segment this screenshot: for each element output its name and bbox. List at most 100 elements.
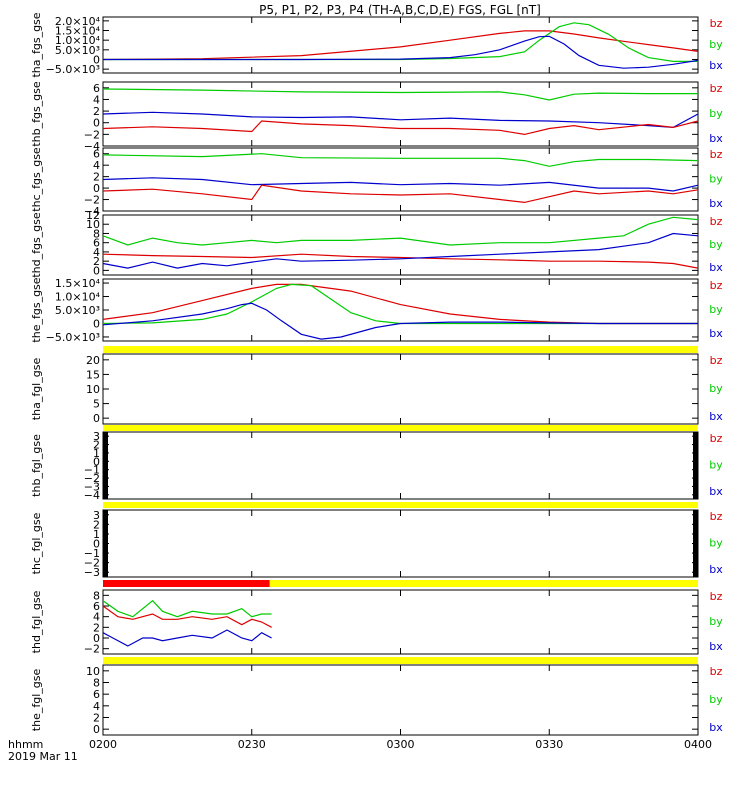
y-axis-label: thd_fgs_gse: [30, 212, 43, 278]
y-tick-label: 0: [93, 723, 100, 736]
y-tick-label: −2: [84, 128, 100, 141]
y-tick-label: 4: [93, 159, 100, 172]
legend-bz: bz: [710, 432, 723, 445]
y-axis-label: tha_fgl_gse: [30, 358, 43, 421]
x-tick-label: 0300: [387, 738, 415, 751]
y-tick-label: 5.0×10³: [55, 44, 100, 57]
status-bar-ok: [103, 425, 698, 431]
y-axis-label: the_fgl_gse: [30, 669, 43, 732]
legend-by: by: [709, 107, 723, 120]
legend-bz: bz: [710, 590, 723, 603]
legend-bz: bz: [710, 215, 723, 228]
y-tick-label: 0: [93, 538, 100, 551]
status-bar-bad: [103, 580, 270, 587]
series-bz-line: [102, 184, 699, 204]
legend-bx: bx: [709, 563, 723, 576]
series-by-line: [103, 22, 698, 63]
series-bz-line: [102, 283, 698, 325]
legend-bz: bz: [710, 17, 723, 30]
series-by-line: [102, 153, 699, 167]
x-tick-label: 0200: [89, 738, 117, 751]
status-bar-ok: [103, 502, 698, 508]
y-tick-label: 2: [93, 105, 100, 118]
panel-frame: [102, 664, 699, 736]
y-tick-label: −5.0×10³: [46, 331, 100, 344]
legend-by: by: [709, 537, 723, 550]
legend-bx: bx: [709, 197, 723, 210]
y-axis-label: thd_fgl_gse: [30, 590, 43, 653]
y-axis-label: tha_fgs_gse: [30, 12, 43, 77]
y-axis-label: thb_fgl_gse: [30, 434, 43, 497]
y-tick-label: 12: [86, 209, 100, 222]
y-tick-label: 1: [93, 447, 100, 460]
y-tick-label: 2: [93, 712, 100, 725]
panel-frame: [102, 214, 699, 276]
legend-bx: bx: [709, 410, 723, 423]
series-bz-line: [102, 120, 699, 136]
series-bx-line: [102, 177, 699, 192]
y-tick-label: 0: [93, 264, 100, 277]
y-tick-label: 0: [93, 412, 100, 425]
series-bx-line: [102, 302, 698, 340]
legend-bx: bx: [709, 59, 723, 72]
y-tick-label: 8: [93, 227, 100, 240]
status-bar-ok: [103, 580, 698, 587]
legend-by: by: [709, 459, 723, 472]
y-axis-label: the_fgs_gse: [30, 277, 43, 342]
y-axis-label: thc_fgs_gse: [30, 147, 43, 212]
panel-frame: [102, 16, 699, 74]
data-fill-mark: [103, 510, 108, 577]
y-tick-label: 0: [93, 632, 100, 645]
legend-bz: bz: [710, 82, 723, 95]
legend-bx: bx: [709, 132, 723, 145]
y-tick-label: 2: [93, 255, 100, 268]
y-axis-label: thc_fgl_gse: [30, 512, 43, 574]
y-tick-label: −2: [84, 194, 100, 207]
y-tick-label: 0: [93, 117, 100, 130]
x-tick-label: 0230: [238, 738, 266, 751]
status-bar-ok: [103, 657, 698, 664]
y-tick-label: 4: [93, 611, 100, 624]
series-bz-line: [102, 253, 699, 269]
panel-frame: [102, 509, 699, 578]
panels: −5.0×10³05.0×10³1.0×10⁴1.5×10⁴2.0×10⁴tha…: [30, 12, 723, 736]
panel-frame: [102, 589, 699, 655]
y-tick-label: 0: [93, 317, 100, 330]
figure-title: P5, P1, P2, P3, P4 (TH-A,B,C,D,E) FGS, F…: [259, 3, 541, 17]
y-tick-label: 6: [93, 82, 100, 95]
series-by-line: [102, 88, 698, 101]
y-tick-label: 10: [86, 665, 100, 678]
legend-by: by: [709, 615, 723, 628]
y-tick-label: −3: [84, 480, 100, 493]
legend-by: by: [709, 38, 723, 51]
y-tick-label: −3: [84, 566, 100, 579]
series-bz-line: [102, 30, 699, 61]
y-tick-label: 15: [86, 368, 100, 381]
y-tick-label: −2: [84, 472, 100, 485]
legend-bz: bz: [710, 148, 723, 161]
data-fill-mark: [103, 432, 108, 499]
status-bar-ok: [103, 346, 698, 353]
y-tick-label: 20: [86, 354, 100, 367]
legend-bz: bz: [710, 279, 723, 292]
series-bz-line: [102, 605, 272, 628]
black-marks: [103, 432, 698, 577]
legend-by: by: [709, 693, 723, 706]
time-axis-label-date: 2019 Mar 11: [8, 750, 78, 763]
y-tick-label: 10: [86, 218, 100, 231]
panel-frame: [102, 278, 699, 342]
series-bx-line: [103, 35, 699, 69]
time-axis-label-format: hhmm: [8, 738, 43, 751]
y-tick-label: 4: [93, 93, 100, 106]
legend-bx: bx: [709, 327, 723, 340]
y-tick-label: 4: [93, 246, 100, 259]
y-tick-label: 0: [93, 182, 100, 195]
series-bx-line: [102, 111, 699, 129]
y-tick-label: −2: [84, 643, 100, 656]
y-tick-label: 8: [93, 589, 100, 602]
